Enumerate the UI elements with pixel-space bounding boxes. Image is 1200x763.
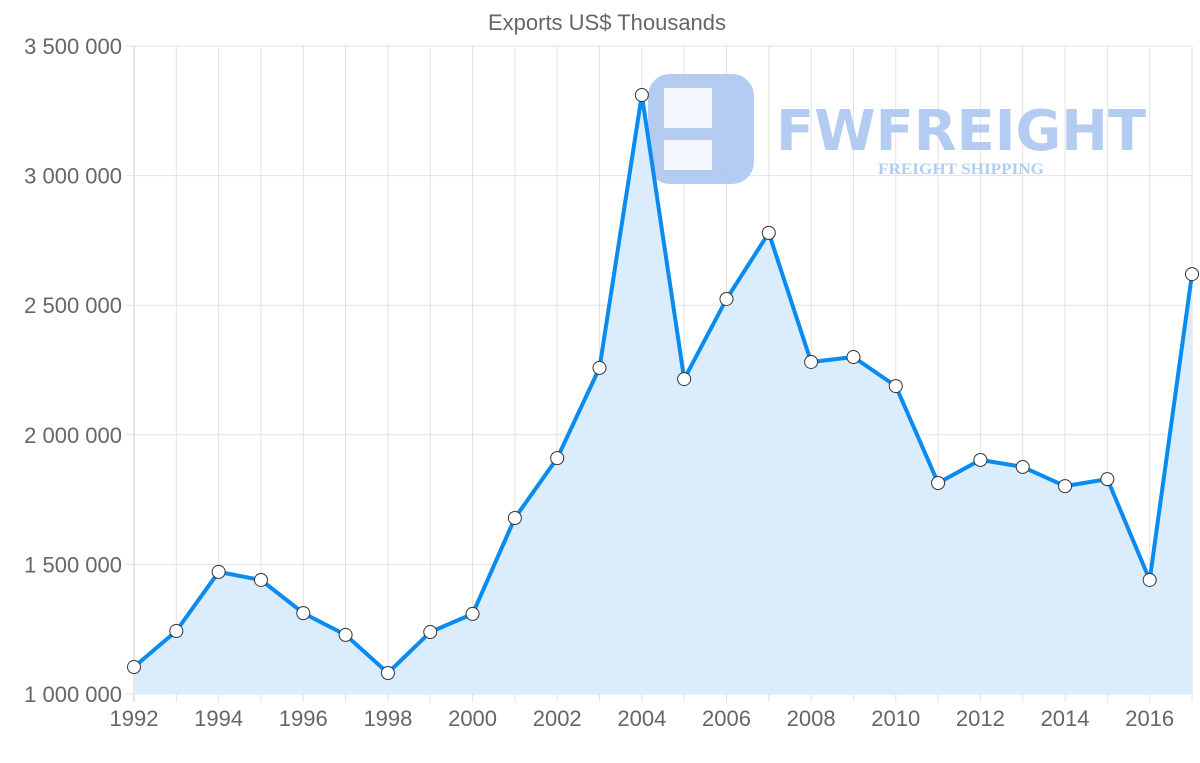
data-point-2006[interactable] [719,291,734,306]
data-point-1992[interactable] [127,660,141,675]
series-line [132,93,1194,675]
y-axis-ticks: 1 000 000 1 500 000 2 000 000 2 500 000 3 00… [24,34,122,707]
data-point-2004[interactable] [634,87,649,102]
watermark-logo: FWFREIGHT FREIGHT SHIPPING [648,74,1146,184]
area-fill [134,95,1192,694]
data-point-1997[interactable] [338,627,353,642]
data-point-2014[interactable] [1058,479,1073,494]
x-tick-label: 1994 [194,706,243,731]
svg-text:FWFREIGHT: FWFREIGHT [776,99,1146,164]
x-tick-label: 2002 [533,706,582,731]
data-point-2005[interactable] [677,372,692,387]
data-point-2002[interactable] [550,451,565,466]
data-point-2009[interactable] [846,350,861,365]
data-point-1998[interactable] [380,666,395,681]
data-point-1999[interactable] [423,625,438,640]
data-point-2003[interactable] [592,360,607,375]
data-point-1994[interactable] [211,564,226,579]
x-tick-label: 2014 [1041,706,1090,731]
data-point-2007[interactable] [761,225,776,240]
x-tick-label: 2008 [787,706,836,731]
x-tick-label: 1992 [110,706,159,731]
y-tick-label: 2 000 000 [24,423,122,448]
data-point-2017[interactable] [1185,267,1199,282]
y-tick-label: 1 000 000 [24,682,122,707]
data-point-2013[interactable] [1015,459,1030,474]
x-tick-label: 1998 [363,706,412,731]
data-points [127,87,1199,681]
x-tick-label: 2010 [871,706,920,731]
y-tick-label: 1 500 000 [24,552,122,577]
data-point-2016[interactable] [1142,572,1157,587]
data-point-2012[interactable] [973,452,988,467]
y-tick-label: 3 500 000 [24,34,122,59]
x-axis-ticks: 1992 1994 1996 1998 2000 2002 2004 2006 2008 2010… [110,706,1175,731]
y-tick-label: 2 500 000 [24,293,122,318]
data-point-2010[interactable] [888,379,903,394]
x-tick-label: 2016 [1125,706,1174,731]
data-point-2015[interactable] [1100,472,1115,487]
x-tick-label: 1996 [279,706,328,731]
x-tick-label: 2006 [702,706,751,731]
data-point-2008[interactable] [804,354,819,369]
svg-text:FREIGHT SHIPPING: FREIGHT SHIPPING [878,161,1045,178]
data-point-1993[interactable] [169,624,184,639]
chart-title: Exports US$ Thousands [488,10,726,35]
x-tick-label: 2000 [448,706,497,731]
y-tick-label: 3 000 000 [24,164,122,189]
data-point-1996[interactable] [296,606,311,621]
x-tick-label: 2012 [956,706,1005,731]
data-point-2000[interactable] [465,606,480,621]
x-tick-label: 2004 [617,706,666,731]
data-point-2011[interactable] [931,476,946,491]
data-point-1995[interactable] [253,572,268,587]
data-point-2001[interactable] [507,511,522,526]
